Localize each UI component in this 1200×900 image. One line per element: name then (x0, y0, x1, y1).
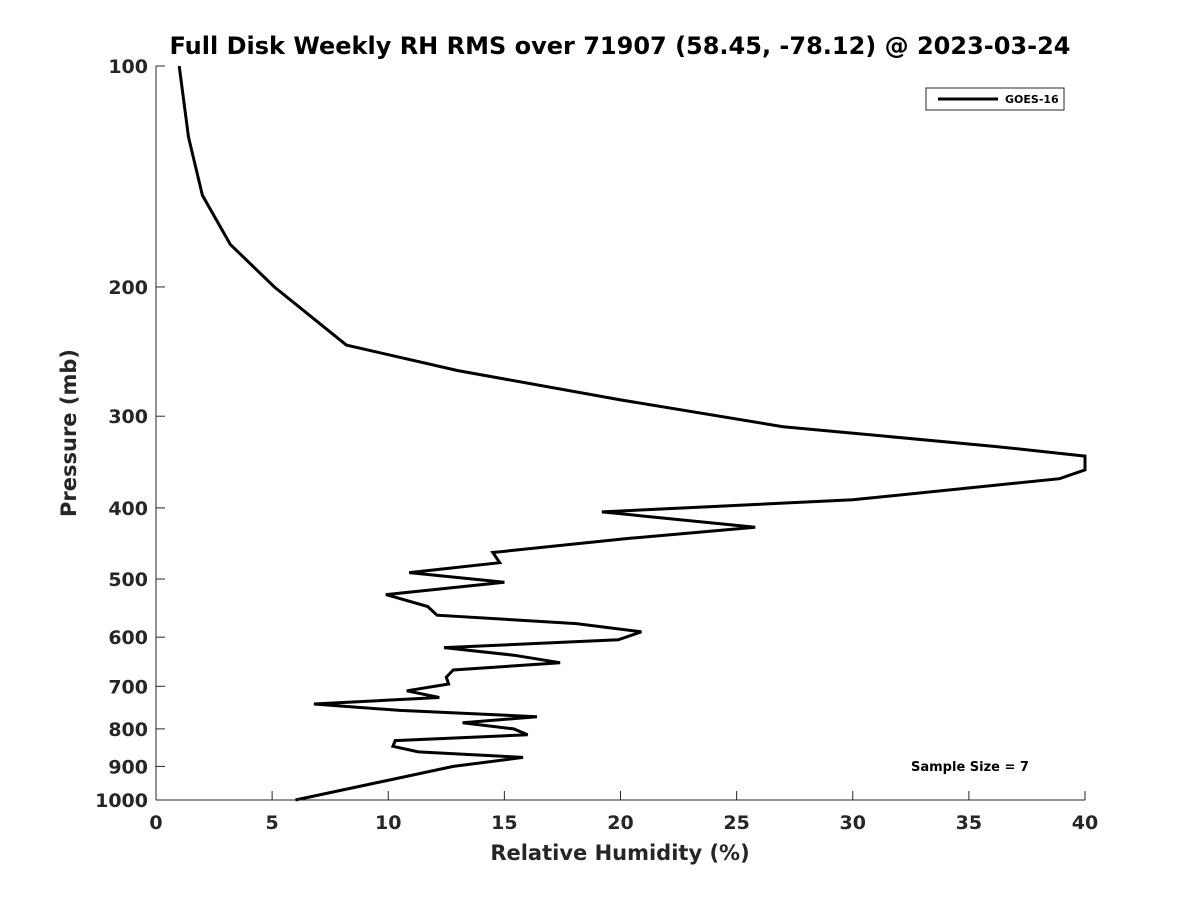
plot-area (156, 66, 1085, 800)
legend-label-goes-16: GOES-16 (1005, 93, 1059, 106)
x-axis-ticks: 0 5 10 15 20 25 30 35 40 (149, 791, 1098, 834)
y-axis-label: Pressure (mb) (57, 349, 81, 517)
x-tick-label: 0 (149, 812, 162, 834)
x-tick-label: 40 (1072, 812, 1098, 834)
y-tick-label: 800 (108, 719, 148, 741)
y-tick-label: 200 (108, 277, 148, 299)
x-tick-label: 5 (266, 812, 279, 834)
legend: GOES-16 (925, 87, 1065, 111)
plot-lines (177, 65, 1087, 802)
y-tick-label: 400 (108, 498, 148, 520)
y-tick-label: 700 (108, 676, 148, 698)
y-tick-label: 600 (108, 627, 148, 649)
chart-title: Full Disk Weekly RH RMS over 71907 (58.4… (169, 32, 1070, 60)
y-axis-ticks: 100 200 300 400 500 600 700 800 900 1000 (95, 56, 165, 812)
x-tick-label: 30 (840, 812, 866, 834)
y-tick-label: 1000 (95, 790, 148, 812)
x-tick-label: 20 (607, 812, 633, 834)
x-tick-label: 35 (956, 812, 982, 834)
y-tick-label: 300 (108, 406, 148, 428)
y-tick-label: 500 (108, 569, 148, 591)
sample-size-annotation: Sample Size = 7 (911, 760, 1029, 775)
y-tick-label: 100 (108, 56, 148, 78)
x-axis-label: Relative Humidity (%) (490, 841, 749, 865)
x-tick-label: 10 (375, 812, 401, 834)
series-line-goes-16 (177, 65, 1087, 802)
x-tick-label: 25 (723, 812, 749, 834)
y-tick-label: 900 (108, 756, 148, 778)
x-tick-label: 15 (491, 812, 517, 834)
